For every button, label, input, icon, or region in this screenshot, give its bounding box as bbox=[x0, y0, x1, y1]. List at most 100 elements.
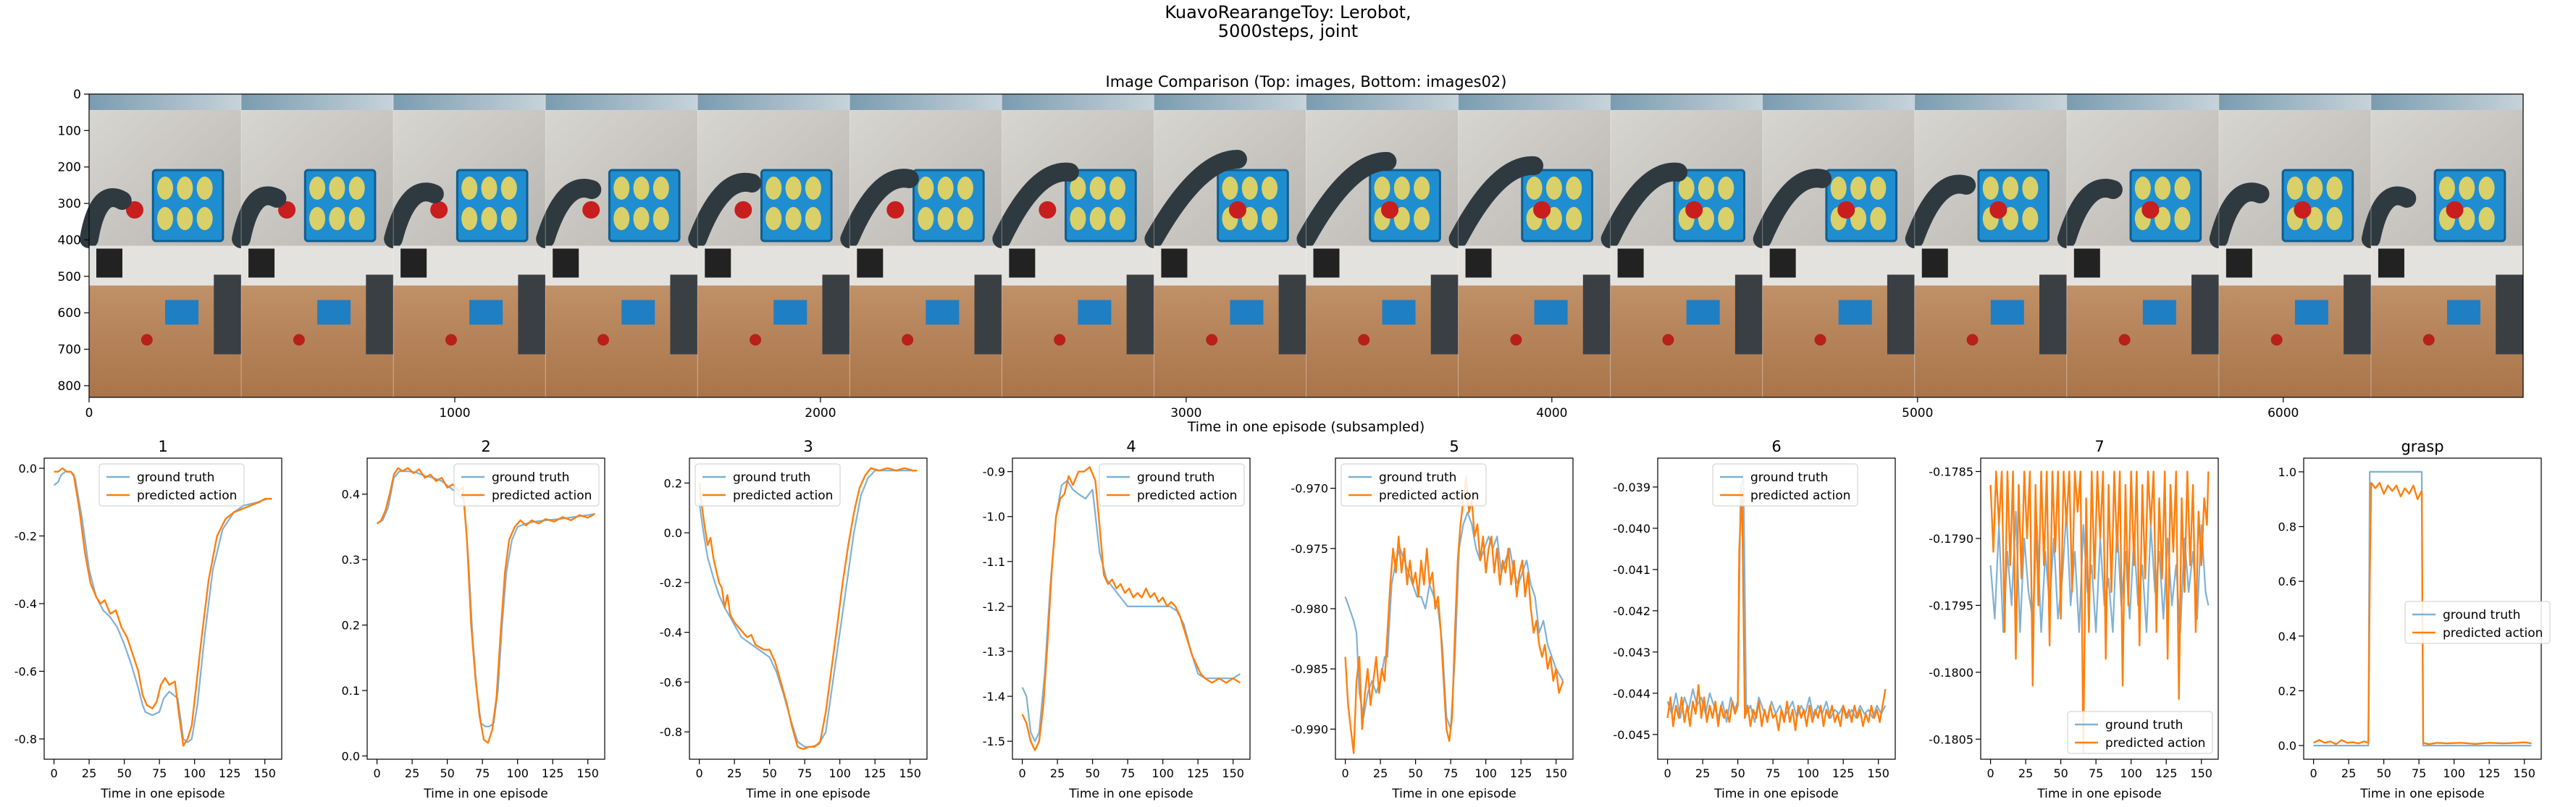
toy-fruit bbox=[938, 207, 954, 230]
x-tick-label: 50 bbox=[2053, 766, 2068, 780]
toy-fruit bbox=[2022, 177, 2038, 200]
series-predicted-action bbox=[1346, 476, 1564, 753]
toy-fruit bbox=[1394, 177, 1410, 200]
red-toy-small bbox=[1662, 334, 1674, 346]
charts-row: 10 25 50 75 100 125 1500.0-0.2-0.4-0.6-0.8Time… bbox=[14, 438, 2550, 801]
chart-legend: ground truth predicted action bbox=[1713, 464, 1858, 506]
x-tick-label: 0 bbox=[373, 766, 380, 780]
y-tick-label: 0.0 bbox=[19, 462, 37, 476]
x-tick-label: 150 bbox=[576, 766, 599, 780]
y-tick-label: -0.1805 bbox=[1929, 732, 1973, 746]
red-toy bbox=[582, 201, 600, 219]
video-frame bbox=[1306, 94, 1459, 397]
bin-small bbox=[1839, 300, 1872, 325]
chart-panel: 40 25 50 75 100 125 150-0.9-1.0-1.1-1.2-1.3-1.… bbox=[983, 438, 1250, 801]
x-tick-label: 125 bbox=[1187, 766, 1209, 780]
x-tick-label: 125 bbox=[2155, 766, 2178, 780]
robot-body bbox=[1127, 275, 1154, 355]
bin-small bbox=[621, 300, 655, 325]
toy-fruit bbox=[2155, 177, 2170, 200]
robot-body bbox=[1887, 275, 1915, 355]
toy-fruit bbox=[765, 177, 781, 200]
toy-fruit bbox=[1718, 207, 1734, 230]
red-toy bbox=[1533, 201, 1551, 219]
series-ground-truth bbox=[1346, 512, 1564, 730]
chart-panel: 10 25 50 75 100 125 1500.0-0.2-0.4-0.6-0.8Time… bbox=[14, 438, 282, 801]
toy-fruit bbox=[177, 177, 193, 200]
chart-legend: ground truth predicted action bbox=[99, 464, 244, 506]
robot-body bbox=[2191, 275, 2219, 355]
red-toy-small bbox=[597, 334, 609, 346]
x-tick-label: 25 bbox=[1373, 766, 1388, 780]
bin-small bbox=[2447, 300, 2480, 325]
monitor bbox=[1618, 249, 1644, 278]
x-tick-label: 25 bbox=[1050, 766, 1065, 780]
video-frame bbox=[697, 94, 849, 397]
chart-title: 2 bbox=[481, 438, 490, 455]
chart-legend: ground truth predicted action bbox=[454, 464, 599, 506]
y-tick-label: 300 bbox=[58, 197, 81, 211]
robot-body bbox=[1431, 275, 1459, 355]
monitor bbox=[1314, 249, 1340, 278]
y-tick-label: -0.8 bbox=[14, 732, 37, 746]
frame-top-window bbox=[1002, 94, 1154, 110]
frame-top-window bbox=[1915, 94, 2067, 110]
x-tick-label: 100 bbox=[828, 766, 851, 780]
red-toy-small bbox=[293, 334, 305, 346]
legend-label-ground-truth: ground truth bbox=[2105, 718, 2183, 732]
y-tick-label: 0.6 bbox=[2278, 575, 2296, 588]
y-tick-label: -0.6 bbox=[14, 664, 37, 678]
toy-fruit bbox=[1222, 177, 1238, 200]
bin-small bbox=[469, 300, 503, 325]
legend-label-ground-truth: ground truth bbox=[137, 470, 214, 485]
y-tick-label: 0.4 bbox=[342, 488, 360, 502]
toy-fruit bbox=[2135, 177, 2151, 200]
monitor bbox=[2074, 249, 2100, 278]
red-toy bbox=[886, 201, 904, 219]
toy-fruit bbox=[2479, 177, 2495, 200]
toy-fruit bbox=[918, 177, 934, 200]
y-tick-label: -0.044 bbox=[1613, 687, 1650, 701]
monitor bbox=[553, 249, 579, 278]
monitor bbox=[1009, 249, 1035, 278]
y-tick-label: -0.975 bbox=[1291, 542, 1328, 556]
red-toy bbox=[1039, 201, 1056, 219]
x-tick-label: 50 bbox=[440, 766, 454, 780]
toy-fruit bbox=[1242, 177, 1258, 200]
toy-fruit bbox=[1262, 207, 1277, 230]
y-tick-label: 400 bbox=[58, 233, 81, 248]
series-predicted-action bbox=[1668, 491, 1886, 731]
toy-fruit bbox=[1414, 207, 1430, 230]
frame-top-window bbox=[2371, 94, 2523, 110]
series-predicted-action bbox=[700, 468, 918, 749]
y-tick-label: -1.5 bbox=[983, 735, 1005, 748]
toy-fruit bbox=[2174, 177, 2190, 200]
chart-legend: ground truth predicted action bbox=[2405, 601, 2550, 643]
x-tick-label: 50 bbox=[1408, 766, 1422, 780]
frame-top-window bbox=[89, 94, 241, 110]
y-tick-label: 0.2 bbox=[342, 619, 360, 633]
video-frame bbox=[1002, 94, 1154, 397]
y-tick-label: -0.2 bbox=[660, 576, 682, 590]
x-tick-label: 50 bbox=[117, 766, 131, 780]
x-tick-label: 0 bbox=[695, 766, 702, 780]
x-tick-label: 150 bbox=[253, 766, 276, 780]
frame-top-window bbox=[1611, 94, 1763, 110]
red-toy bbox=[1381, 201, 1398, 219]
x-tick-label: 75 bbox=[475, 766, 490, 780]
frame-top-window bbox=[2219, 94, 2371, 110]
red-toy-small bbox=[2423, 334, 2435, 346]
series-ground-truth bbox=[54, 472, 272, 743]
red-toy bbox=[2294, 201, 2311, 219]
x-tick-label: 3000 bbox=[1170, 406, 1201, 421]
toy-fruit bbox=[2307, 177, 2323, 200]
x-tick-label: 25 bbox=[82, 766, 96, 780]
y-tick-label: 0.0 bbox=[664, 526, 682, 540]
x-tick-label: 25 bbox=[2341, 766, 2356, 780]
toy-fruit bbox=[349, 177, 365, 200]
chart-panel: 20 25 50 75 100 125 1500.00.10.20.30.4Time in … bbox=[342, 438, 605, 801]
frame-top-window bbox=[393, 94, 545, 110]
toy-fruit bbox=[329, 207, 345, 230]
x-tick-label: 125 bbox=[542, 766, 564, 780]
red-toy bbox=[1229, 201, 1246, 219]
